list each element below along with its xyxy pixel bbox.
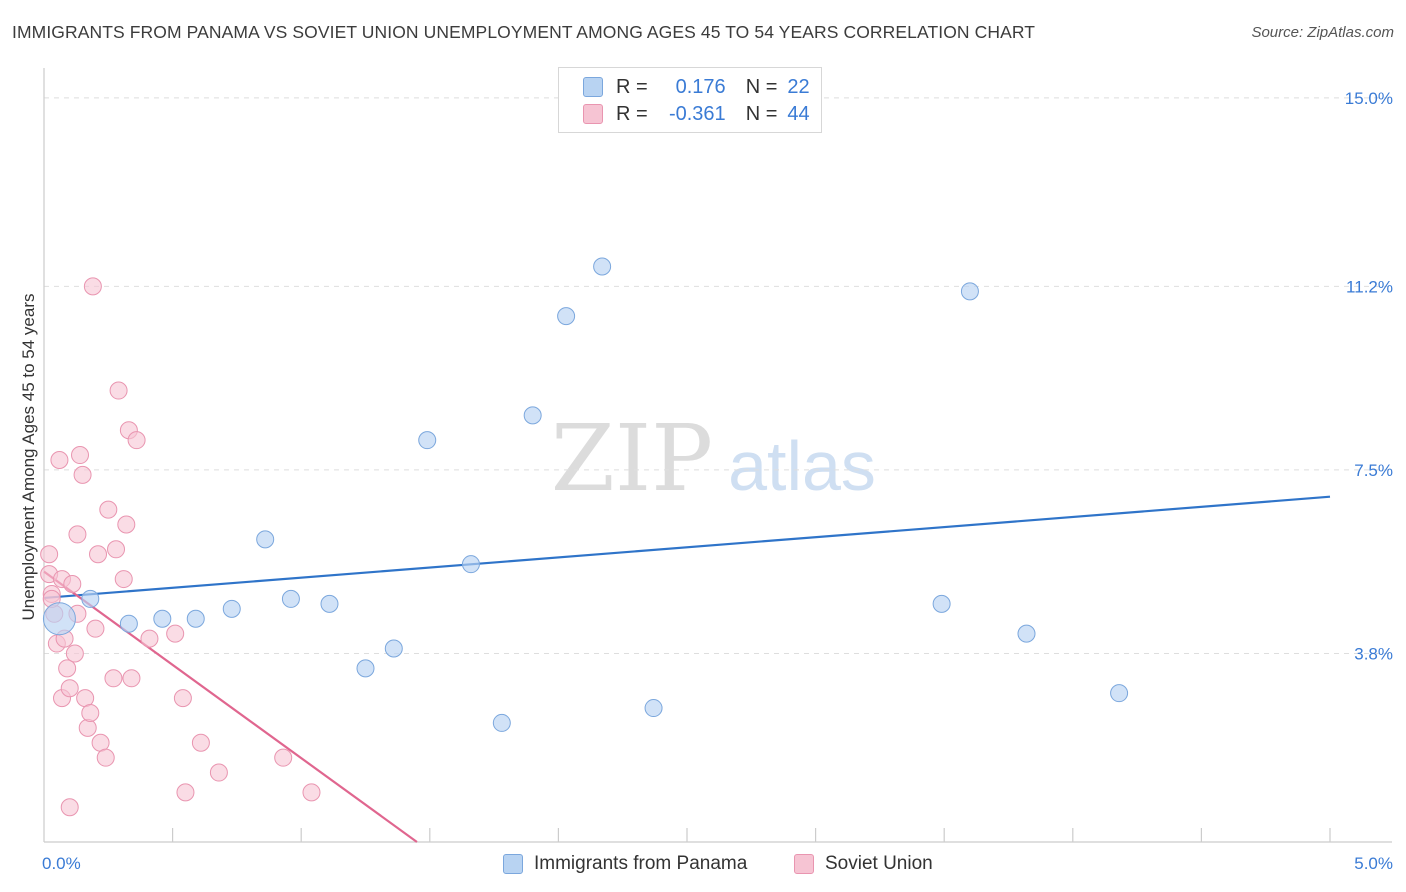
panama-point xyxy=(320,594,339,613)
soviet-union-point xyxy=(127,431,146,450)
soviet-union-point xyxy=(274,748,293,767)
soviet-union-point xyxy=(83,277,102,296)
soviet-union-point xyxy=(107,540,126,559)
soviet-legend-swatch xyxy=(794,854,814,874)
soviet-union-point xyxy=(122,669,141,688)
soviet-union-point xyxy=(173,689,192,708)
panama-point xyxy=(523,406,542,425)
soviet-union-point xyxy=(140,629,159,648)
soviet-union-point xyxy=(89,545,108,564)
soviet-union-point xyxy=(302,783,321,802)
panama-point xyxy=(461,555,480,574)
y-tick-label: 3.8% xyxy=(1354,644,1393,663)
panama-point xyxy=(557,307,576,326)
y-tick-labels: 3.8% 7.5% 11.2% 15.0% xyxy=(1345,89,1393,664)
x-tick-label: 0.0% xyxy=(42,854,81,873)
legend-row-soviet: R = -0.361 N = 44 xyxy=(583,101,810,127)
soviet-swatch xyxy=(583,104,603,124)
legend-n-label: N = xyxy=(745,102,778,125)
soviet-union-point xyxy=(60,679,79,698)
legend-n-value-panama: 22 xyxy=(787,75,810,98)
soviet-union-point xyxy=(104,669,123,688)
soviet-union-point xyxy=(99,500,118,519)
legend-r-label: R = xyxy=(616,102,648,125)
soviet-union-point xyxy=(117,515,136,534)
soviet-union-point xyxy=(166,624,185,643)
panama-point xyxy=(186,609,205,628)
chart-title: IMMIGRANTS FROM PANAMA VS SOVIET UNION U… xyxy=(12,22,1036,42)
axes xyxy=(43,68,1392,843)
soviet-union-point xyxy=(60,798,79,817)
panama-point xyxy=(1110,684,1129,703)
soviet-union-point xyxy=(191,733,210,752)
panama-point xyxy=(42,602,76,636)
y-axis-label: Unemployment Among Ages 45 to 54 years xyxy=(19,294,38,621)
soviet-union-point xyxy=(73,465,92,484)
panama-point xyxy=(256,530,275,549)
panama-point xyxy=(119,614,138,633)
bottom-legend-soviet: Soviet Union xyxy=(794,851,933,877)
correlation-legend: R = 0.176 N = 22 R = -0.361 N = 44 xyxy=(558,67,822,133)
soviet-trend-line xyxy=(43,570,418,843)
panama-point xyxy=(960,282,979,301)
soviet-union-point xyxy=(81,704,100,723)
panama-swatch xyxy=(583,77,603,97)
soviet-union-point xyxy=(71,446,90,465)
soviet-union-point xyxy=(68,525,87,544)
source-credit: Source: ZipAtlas.com xyxy=(1251,24,1394,41)
legend-n-label: N = xyxy=(745,75,778,98)
legend-r-value-panama: 0.176 xyxy=(675,75,726,98)
soviet-union-points xyxy=(40,277,321,817)
legend-r-value-soviet: -0.361 xyxy=(668,102,726,125)
panama-point xyxy=(222,599,241,618)
soviet-union-point xyxy=(96,748,115,767)
soviet-union-point xyxy=(78,718,97,737)
y-tick-label: 11.2% xyxy=(1346,277,1393,296)
panama-point xyxy=(281,589,300,608)
soviet-union-point xyxy=(50,451,69,469)
panama-point xyxy=(593,257,612,276)
watermark-atlas: atlas xyxy=(728,427,876,505)
soviet-union-point xyxy=(40,545,59,564)
soviet-union-point xyxy=(209,763,228,782)
legend-r-label: R = xyxy=(616,75,648,98)
panama-point xyxy=(153,609,172,628)
legend-row-panama: R = 0.176 N = 22 xyxy=(583,74,810,100)
x-tick-labels: 0.0% 5.0% xyxy=(42,854,1393,873)
panama-point xyxy=(384,639,403,658)
legend-n-value-soviet: 44 xyxy=(787,102,810,125)
panama-legend-label: Immigrants from Panama xyxy=(534,853,748,874)
soviet-union-point xyxy=(58,659,77,678)
x-tick-label: 5.0% xyxy=(1354,854,1393,873)
bottom-legend-panama: Immigrants from Panama xyxy=(503,851,747,877)
soviet-legend-label: Soviet Union xyxy=(825,853,933,874)
soviet-union-point xyxy=(176,783,195,802)
soviet-union-point xyxy=(65,644,84,663)
panama-point xyxy=(81,589,100,608)
y-tick-label: 15.0% xyxy=(1345,89,1393,108)
panama-legend-swatch xyxy=(503,854,523,874)
panama-point xyxy=(1017,624,1036,643)
panama-point xyxy=(418,431,437,450)
grid xyxy=(44,97,1392,654)
soviet-union-point xyxy=(114,570,133,589)
panama-points xyxy=(42,257,1129,732)
watermark: ZIP atlas xyxy=(551,405,876,512)
panama-point xyxy=(932,594,951,613)
panama-point xyxy=(492,713,511,732)
panama-trend-line xyxy=(43,495,1331,600)
soviet-union-point xyxy=(86,619,105,638)
y-tick-label: 7.5% xyxy=(1354,461,1393,480)
panama-point xyxy=(356,659,375,678)
trend-lines xyxy=(43,495,1331,843)
panama-point xyxy=(644,699,663,718)
soviet-union-point xyxy=(109,381,128,400)
soviet-union-point xyxy=(63,575,82,594)
watermark-zip: ZIP xyxy=(551,405,713,512)
